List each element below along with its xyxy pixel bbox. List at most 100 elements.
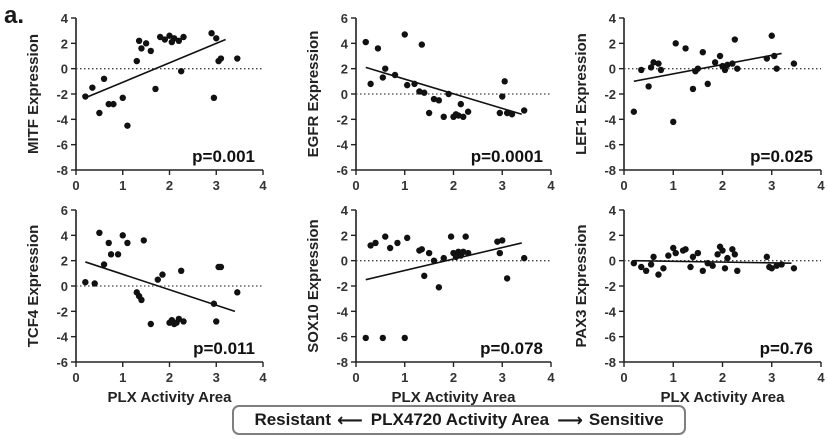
data-point bbox=[709, 262, 716, 269]
y-tick-label: 2 bbox=[61, 36, 68, 51]
data-point bbox=[170, 35, 178, 42]
data-point bbox=[496, 109, 504, 117]
y-tick-label: -2 bbox=[604, 87, 616, 102]
x-tick-label: 0 bbox=[620, 370, 627, 385]
x-axis-label: PLX Activity Area bbox=[108, 389, 233, 406]
p-value-label: p=0.76 bbox=[760, 339, 813, 358]
data-point bbox=[716, 52, 724, 60]
x-tick-label: 4 bbox=[547, 178, 555, 193]
data-point bbox=[124, 122, 131, 129]
data-point bbox=[374, 45, 382, 52]
x-tick-label: 1 bbox=[119, 370, 126, 385]
data-point bbox=[177, 267, 185, 274]
data-point bbox=[773, 262, 780, 269]
data-point bbox=[460, 248, 467, 255]
x-tick-label: 2 bbox=[719, 178, 726, 193]
data-point bbox=[457, 100, 465, 108]
y-tick-label: -4 bbox=[604, 304, 616, 319]
y-tick-label: -6 bbox=[604, 138, 616, 153]
data-point bbox=[421, 89, 428, 96]
y-tick-label: -8 bbox=[604, 355, 616, 370]
x-tick-label: 0 bbox=[352, 370, 359, 385]
y-axis-label: TCF4 Expression bbox=[25, 225, 42, 348]
data-point bbox=[719, 247, 726, 254]
data-point bbox=[682, 246, 689, 253]
data-point bbox=[234, 55, 241, 62]
x-tick-label: 1 bbox=[119, 178, 126, 193]
x-tick-label: 3 bbox=[499, 178, 506, 193]
data-point bbox=[694, 249, 702, 257]
data-point bbox=[655, 60, 662, 67]
data-point bbox=[682, 45, 689, 52]
data-point bbox=[445, 90, 452, 98]
scatter-panel-6: 4 2 0 -2 -4 -6 -8 0 1 2 3 4 PAX3 Expression PLX Activ… bbox=[573, 203, 825, 406]
data-point bbox=[391, 71, 399, 79]
data-point bbox=[647, 261, 655, 268]
data-point bbox=[499, 237, 506, 244]
x-tick-label: 1 bbox=[401, 178, 408, 193]
data-point bbox=[180, 33, 187, 41]
data-point bbox=[135, 37, 143, 44]
data-point bbox=[100, 261, 108, 268]
data-point bbox=[372, 239, 379, 247]
y-tick-label: -6 bbox=[604, 330, 616, 345]
data-point bbox=[670, 118, 677, 126]
x-tick-label: 2 bbox=[166, 178, 173, 193]
y-tick-label: 6 bbox=[341, 11, 348, 26]
data-point bbox=[694, 65, 702, 72]
data-point bbox=[630, 260, 638, 267]
data-point bbox=[430, 95, 438, 103]
resistant-label: Resistant bbox=[254, 410, 331, 429]
data-point bbox=[166, 32, 173, 39]
data-point bbox=[687, 263, 694, 271]
data-point bbox=[699, 267, 706, 274]
data-point bbox=[401, 31, 408, 38]
y-tick-label: -6 bbox=[336, 330, 348, 345]
data-point bbox=[768, 265, 775, 272]
y-axis-label: PAX3 Expression bbox=[573, 224, 590, 347]
data-point bbox=[124, 239, 131, 247]
data-point bbox=[638, 263, 645, 271]
data-point bbox=[217, 263, 225, 271]
data-point bbox=[731, 251, 739, 258]
data-point bbox=[210, 300, 218, 307]
data-point bbox=[418, 41, 426, 48]
data-point bbox=[650, 59, 657, 66]
activity-area-label: PLX4720 Activity Area bbox=[370, 410, 550, 429]
data-point bbox=[672, 249, 679, 257]
y-tick-label: 0 bbox=[609, 62, 616, 77]
data-point bbox=[768, 32, 775, 39]
data-point bbox=[520, 107, 528, 114]
data-point bbox=[729, 60, 736, 67]
data-point bbox=[763, 253, 771, 261]
data-point bbox=[82, 93, 89, 100]
data-point bbox=[142, 40, 150, 47]
data-point bbox=[156, 33, 164, 41]
x-tick-label: 3 bbox=[768, 370, 775, 385]
data-point bbox=[379, 334, 387, 342]
data-point bbox=[411, 80, 418, 88]
data-point bbox=[503, 275, 511, 282]
x-tick-label: 0 bbox=[72, 178, 79, 193]
data-point bbox=[138, 296, 145, 304]
data-point bbox=[501, 78, 508, 85]
data-point bbox=[107, 251, 115, 258]
data-point bbox=[210, 94, 218, 102]
p-value-label: p=0.001 bbox=[192, 147, 255, 166]
y-tick-label: 0 bbox=[341, 254, 348, 269]
data-point bbox=[763, 55, 771, 62]
x-axis-label: PLX Activity Area bbox=[392, 389, 517, 406]
data-point bbox=[731, 36, 739, 43]
data-point bbox=[208, 30, 215, 37]
data-point bbox=[630, 108, 638, 115]
y-tick-label: 4 bbox=[341, 36, 349, 51]
data-point bbox=[89, 84, 96, 91]
data-point bbox=[494, 238, 501, 245]
data-point bbox=[213, 318, 220, 325]
data-point bbox=[418, 246, 426, 253]
data-point bbox=[105, 239, 112, 247]
data-point bbox=[657, 66, 665, 74]
data-point bbox=[100, 75, 108, 83]
data-point bbox=[724, 254, 731, 262]
